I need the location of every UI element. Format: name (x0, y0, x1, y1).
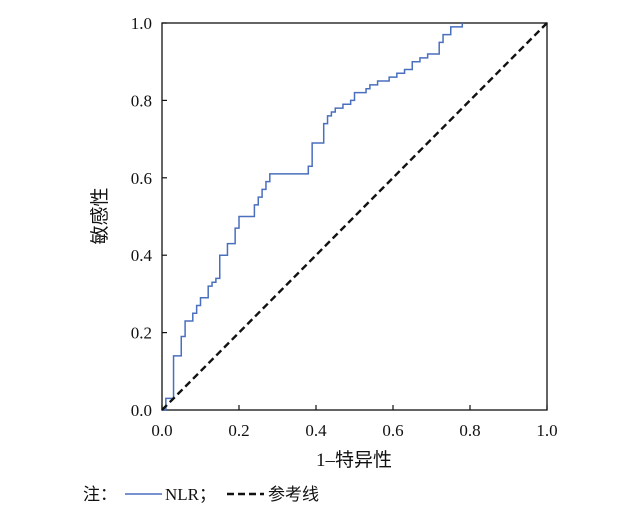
x-tick-label: 0.8 (459, 421, 480, 440)
x-tick-label: 0.2 (228, 421, 249, 440)
y-axis-label: 敏感性 (89, 187, 111, 244)
y-tick-label: 0.0 (131, 401, 152, 420)
x-tick-label: 0.0 (151, 421, 172, 440)
legend-note: 注： NLR； 参考线 (83, 485, 319, 504)
y-tick-label: 1.0 (131, 14, 152, 33)
y-tick-label: 0.8 (131, 91, 152, 110)
x-axis-label: 1–特异性 (316, 449, 392, 471)
x-tick-label: 0.6 (382, 421, 403, 440)
axis-ticks: 0.0 0.2 0.4 0.6 0.8 1.0 0.0 0.2 0.4 0.6 0.8 1.0 (131, 14, 558, 440)
y-tick-label: 0.6 (131, 169, 152, 188)
reference-line (161, 22, 548, 411)
series-layer (161, 22, 548, 411)
legend-ref-label: 参考线 (268, 485, 319, 504)
note-prefix: 注： (83, 485, 117, 504)
x-tick-label: 1.0 (536, 421, 557, 440)
y-tick-label: 0.4 (131, 246, 153, 265)
legend-nlr-label: NLR； (165, 485, 216, 504)
plot-frame (161, 22, 548, 411)
x-tick-label: 0.4 (305, 421, 327, 440)
nlr-roc-curve (162, 23, 464, 411)
y-tick-label: 0.2 (131, 324, 152, 343)
